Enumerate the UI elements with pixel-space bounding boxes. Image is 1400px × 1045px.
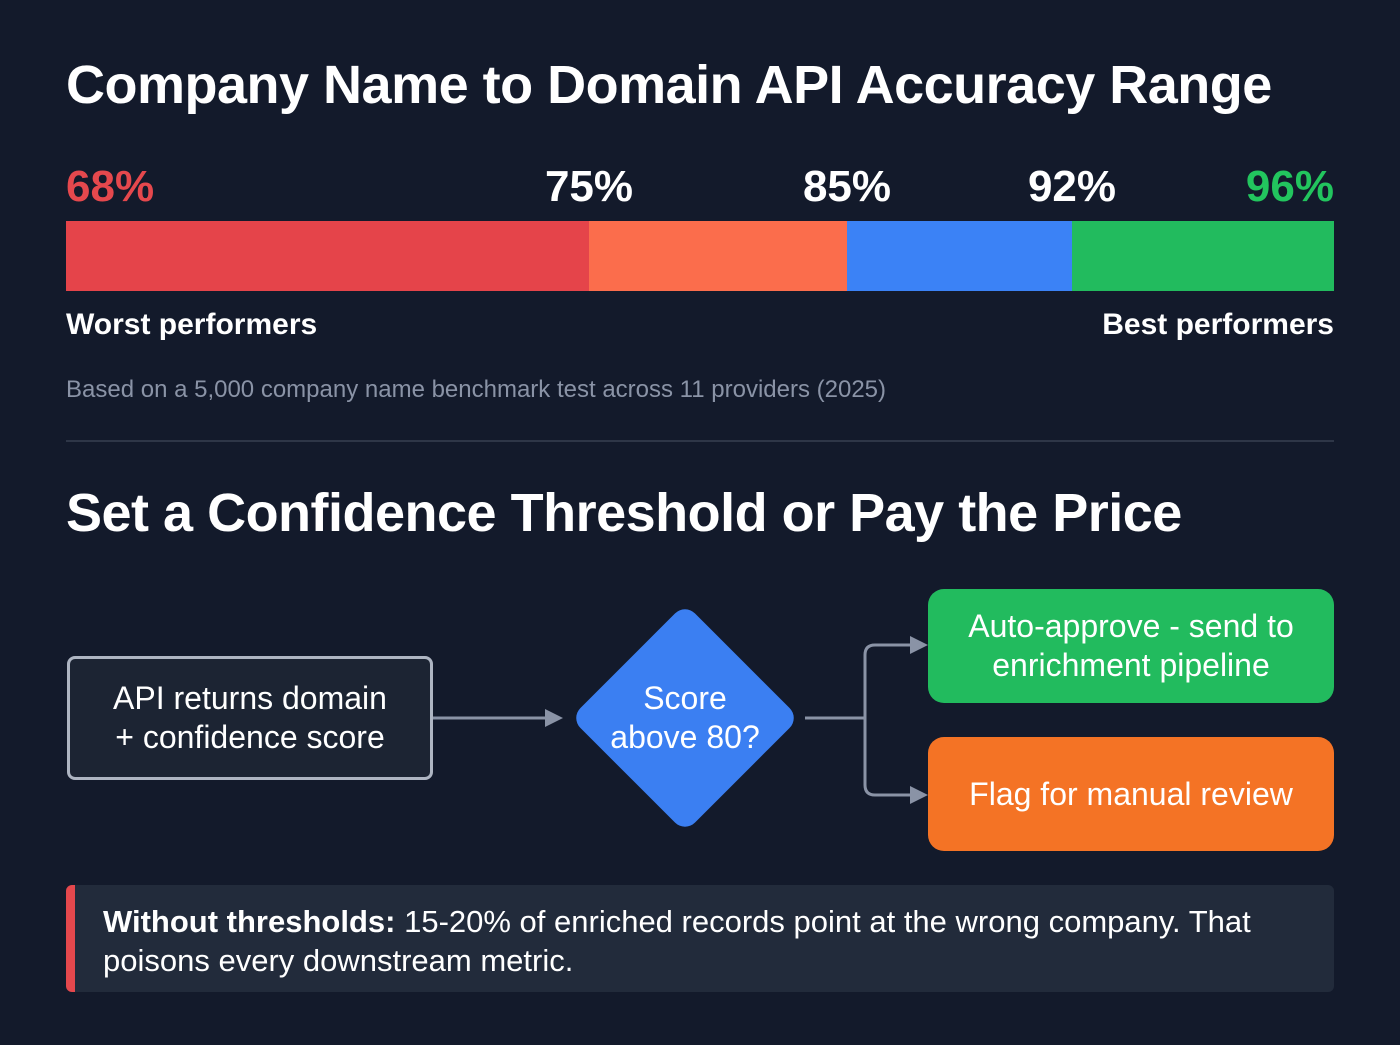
callout-bold: Without thresholds: bbox=[103, 904, 396, 939]
divider bbox=[66, 440, 1334, 442]
start-line-1: API returns domain bbox=[113, 680, 387, 716]
callout-text: 15-20% of enriched records point at the … bbox=[103, 904, 1251, 978]
benchmark-note: Based on a 5,000 company name benchmark … bbox=[66, 376, 887, 403]
auto-approve-line-1: Auto-approve - send to bbox=[968, 608, 1294, 644]
main-title: Company Name to Domain API Accuracy Rang… bbox=[66, 55, 1272, 115]
decision-text: Score above 80? bbox=[585, 670, 785, 766]
best-performers-label: Best performers bbox=[1102, 308, 1334, 341]
segment-best bbox=[1072, 221, 1334, 291]
arrow-head-icon bbox=[910, 636, 928, 654]
label-92: 92% bbox=[1027, 162, 1117, 211]
decision-line-1: Score bbox=[643, 680, 727, 716]
segment-mid bbox=[847, 221, 1072, 291]
worst-performers-label: Worst performers bbox=[66, 308, 318, 341]
arrow-head-icon bbox=[910, 786, 928, 804]
manual-review-box: Flag for manual review bbox=[928, 737, 1334, 851]
label-75: 75% bbox=[544, 162, 634, 211]
decision-diamond bbox=[576, 609, 794, 827]
section-title: Set a Confidence Threshold or Pay the Pr… bbox=[66, 483, 1182, 543]
segment-low bbox=[589, 221, 847, 291]
start-line-2: + confidence score bbox=[115, 719, 385, 755]
decision-line-2: above 80? bbox=[610, 719, 760, 755]
auto-approve-line-2: enrichment pipeline bbox=[992, 647, 1270, 683]
label-96: 96% bbox=[1245, 162, 1334, 211]
label-85: 85% bbox=[802, 162, 892, 211]
auto-approve-box: Auto-approve - send to enrichment pipeli… bbox=[928, 589, 1334, 703]
warning-callout: Without thresholds: 15-20% of enriched r… bbox=[66, 885, 1334, 992]
label-68: 68% bbox=[66, 162, 155, 211]
branch-lines bbox=[805, 643, 912, 797]
arrow-head-icon bbox=[545, 709, 563, 727]
manual-review-label: Flag for manual review bbox=[969, 775, 1293, 812]
segment-worst bbox=[66, 221, 589, 291]
start-box: API returns domain + confidence score bbox=[67, 656, 433, 780]
